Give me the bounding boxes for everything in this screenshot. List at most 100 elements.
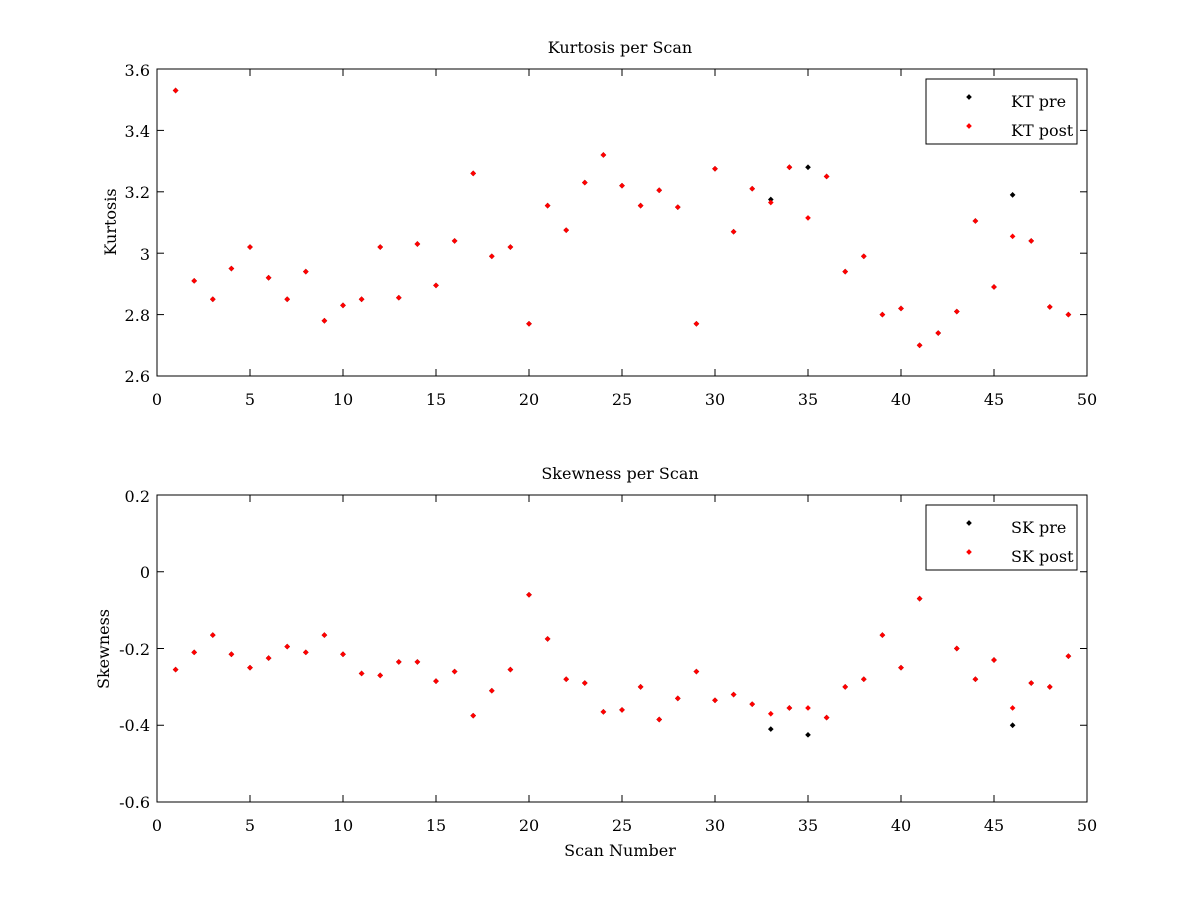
data-point-post	[507, 666, 514, 673]
data-point-post	[563, 227, 570, 234]
data-point-post	[377, 672, 384, 679]
data-point-post	[842, 268, 849, 275]
data-point-post	[451, 668, 458, 675]
data-point-post	[1028, 680, 1035, 686]
x-tick-label: 20	[519, 390, 539, 409]
data-points	[172, 591, 1072, 738]
data-point-post	[172, 666, 179, 673]
legend-label: KT pre	[1011, 92, 1066, 111]
data-point-post	[712, 697, 718, 704]
x-tick-label: 25	[612, 390, 632, 409]
y-tick-label: 0.2	[125, 487, 150, 506]
legend: KT pre KT post	[925, 78, 1078, 145]
data-point-post	[916, 342, 923, 349]
legend: SK pre SK post	[925, 504, 1078, 571]
data-point-pre	[805, 164, 811, 171]
x-tick-label: 50	[1077, 816, 1097, 835]
data-point-post	[470, 170, 477, 177]
data-point-post	[526, 591, 532, 598]
data-point-post	[916, 595, 923, 602]
data-point-post	[433, 678, 439, 684]
data-point-post	[488, 253, 495, 260]
data-point-post	[284, 643, 291, 650]
data-point-post	[1009, 233, 1016, 240]
x-tick-label: 15	[426, 390, 446, 409]
axes-frame	[156, 494, 1088, 803]
legend-box	[925, 78, 1078, 145]
data-point-post	[581, 179, 588, 186]
x-axis: 0 5 10 15 20 25 30 35 40 45 50	[152, 390, 1097, 409]
data-point-post	[991, 284, 997, 290]
data-point-post	[414, 241, 421, 247]
data-point-post	[395, 659, 402, 665]
data-point-post	[563, 676, 570, 683]
data-points	[172, 87, 1072, 349]
data-point-post	[377, 244, 384, 250]
data-point-post	[581, 680, 588, 686]
y-tick-label: -0.4	[119, 716, 150, 735]
y-axis-label: Kurtosis	[101, 188, 120, 255]
data-point-post	[172, 87, 179, 94]
x-tick-label: 50	[1077, 390, 1097, 409]
data-point-post	[284, 296, 291, 303]
x-tick-label: 35	[798, 816, 818, 835]
data-point-post	[953, 308, 960, 315]
legend-marker	[966, 520, 972, 526]
x-tick-label: 20	[519, 816, 539, 835]
data-point-post	[730, 691, 737, 698]
data-point-post	[209, 632, 216, 638]
x-tick-label: 40	[891, 816, 911, 835]
data-point-post	[1065, 653, 1072, 660]
data-point-post	[302, 268, 309, 275]
tick-marks	[156, 68, 1088, 377]
data-point-post	[1046, 304, 1053, 310]
data-point-post	[340, 302, 346, 309]
data-point-post	[767, 710, 774, 717]
data-point-post	[879, 311, 886, 318]
data-point-post	[805, 215, 811, 221]
data-point-post	[488, 687, 495, 694]
data-point-post	[191, 278, 198, 284]
data-point-post	[637, 684, 644, 690]
data-point-post	[693, 320, 700, 327]
y-tick-label: 3.6	[125, 61, 150, 80]
chart-title: Kurtosis per Scan	[548, 38, 692, 57]
legend-marker	[966, 123, 972, 129]
kurtosis-subplot: Kurtosis per Scan Kurtosis 0 5 10 15 20 …	[101, 38, 1097, 409]
x-tick-label: 45	[984, 816, 1004, 835]
data-point-post	[619, 707, 625, 713]
data-point-post	[749, 701, 756, 707]
x-tick-label: 45	[984, 390, 1004, 409]
data-point-post	[600, 152, 607, 158]
data-point-post	[433, 282, 439, 289]
data-point-post	[860, 676, 867, 683]
data-point-post	[693, 668, 700, 675]
data-point-post	[414, 659, 421, 665]
data-point-post	[823, 714, 830, 721]
data-point-post	[637, 202, 644, 209]
data-point-post	[526, 320, 532, 327]
y-tick-label: 3	[140, 245, 150, 264]
data-point-post	[991, 657, 997, 663]
x-tick-label: 0	[152, 816, 162, 835]
data-point-post	[209, 296, 216, 303]
y-axis: -0.6 -0.4 -0.2 0 0.2	[119, 487, 150, 812]
data-point-post	[358, 296, 365, 303]
data-point-post	[507, 244, 514, 250]
data-point-post	[470, 712, 477, 719]
data-point-post	[191, 649, 198, 656]
y-tick-label: 0	[140, 563, 150, 582]
legend-label: SK pre	[1011, 518, 1066, 537]
data-point-post	[451, 238, 458, 244]
y-tick-label: -0.2	[119, 640, 150, 659]
chart-title: Skewness per Scan	[541, 464, 698, 483]
data-point-post	[860, 253, 867, 260]
y-tick-label: 3.2	[125, 183, 150, 202]
x-tick-label: 10	[333, 816, 353, 835]
data-point-post	[972, 676, 979, 683]
x-tick-label: 25	[612, 816, 632, 835]
legend-label: SK post	[1011, 547, 1074, 566]
legend-box	[925, 504, 1078, 571]
